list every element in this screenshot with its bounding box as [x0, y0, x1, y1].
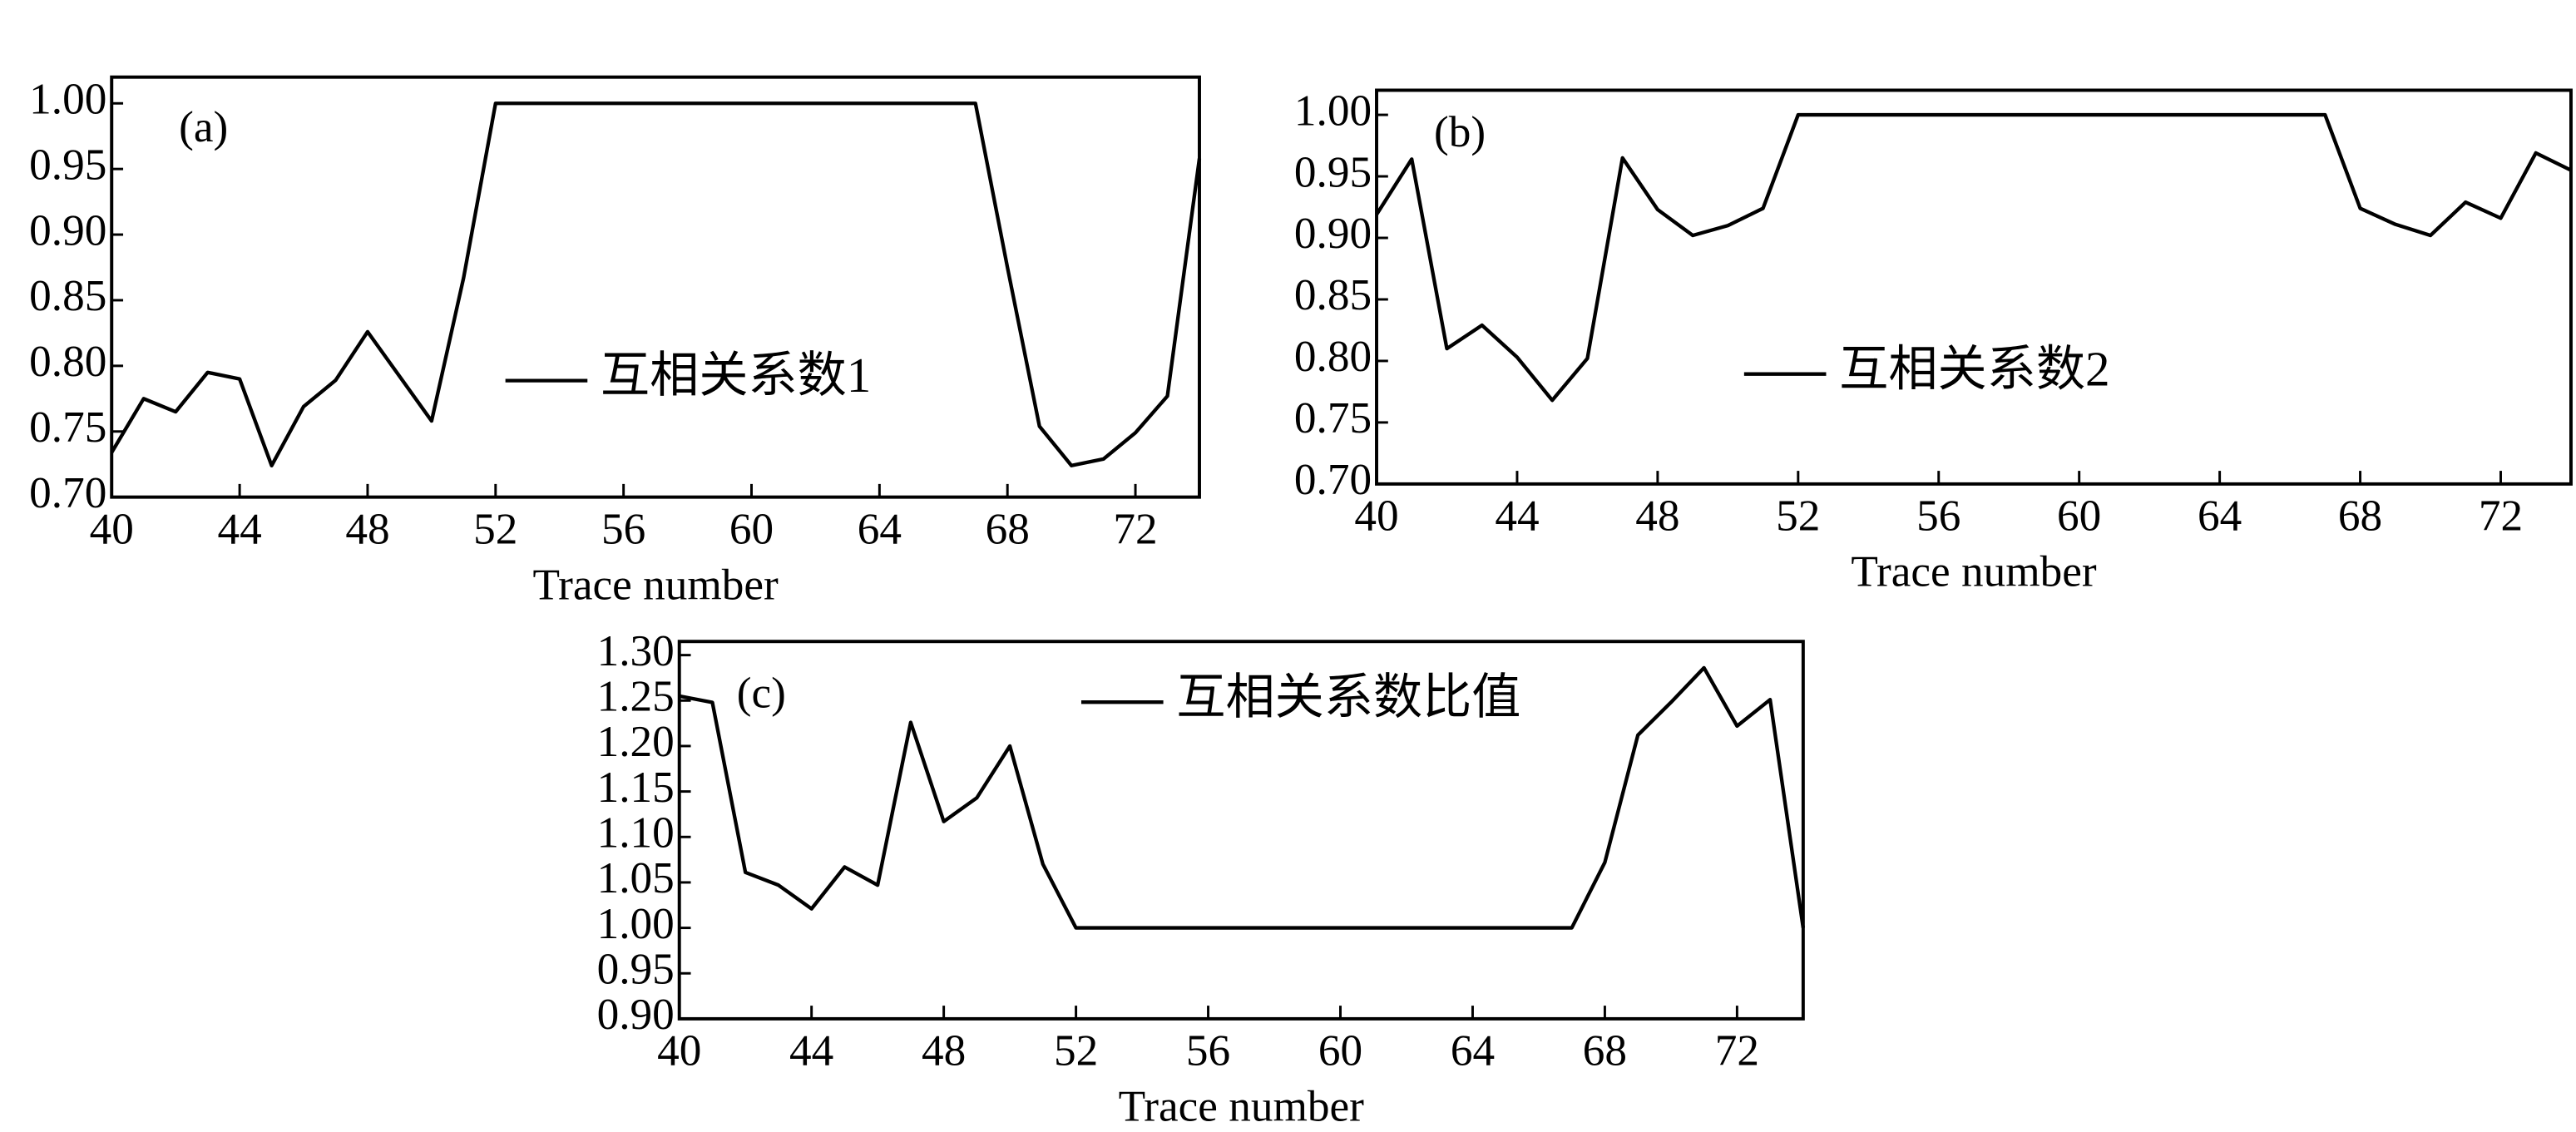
x-tick-label: 44: [1495, 491, 1539, 540]
x-tick-label: 60: [729, 504, 774, 553]
y-tick-label: 0.90: [597, 990, 675, 1039]
x-tick-label: 64: [1451, 1026, 1495, 1075]
data-line: [679, 665, 1806, 930]
x-tick-label: 44: [217, 504, 261, 553]
plot-frame: [677, 640, 1805, 1021]
y-tick-label: 0.80: [1294, 332, 1372, 381]
y-tick-label: 0.75: [1294, 393, 1372, 442]
x-tick-label: 40: [1354, 491, 1398, 540]
panel-label: (b): [1434, 107, 1486, 156]
y-tick-label: 0.85: [29, 271, 106, 320]
x-tick-label: 68: [2338, 491, 2382, 540]
plot-frame: [1375, 88, 2573, 486]
y-tick-label: 1.10: [597, 808, 675, 857]
x-axis-label: Trace number: [1851, 547, 2097, 596]
x-tick-label: 56: [1916, 491, 1960, 540]
y-tick-label: 0.95: [29, 140, 106, 189]
x-tick-label: 72: [1715, 1026, 1759, 1075]
panel-label: (c): [737, 669, 786, 718]
legend-label: 互相关系数1: [601, 348, 871, 403]
y-tick-label: 0.70: [29, 468, 106, 517]
y-tick-label: 0.90: [29, 205, 106, 255]
y-tick-label: 1.00: [29, 74, 106, 123]
x-tick-label: 64: [858, 504, 902, 553]
x-tick-label: 68: [1583, 1026, 1627, 1075]
data-line: [110, 101, 1202, 467]
y-tick-label: 1.00: [1294, 86, 1372, 135]
x-tick-label: 40: [657, 1026, 701, 1075]
y-tick-label: 0.75: [29, 403, 106, 452]
x-tick-label: 44: [789, 1026, 833, 1075]
y-tick-label: 0.70: [1294, 455, 1372, 504]
y-tick-label: 1.15: [597, 763, 675, 812]
legend-label: 互相关系数2: [1839, 341, 2109, 396]
x-tick-label: 52: [1776, 491, 1820, 540]
x-tick-label: 60: [2057, 491, 2101, 540]
y-tick-label: 1.20: [597, 717, 675, 766]
y-tick-label: 1.05: [597, 853, 675, 902]
x-tick-label: 72: [2479, 491, 2523, 540]
x-tick-label: 72: [1113, 504, 1157, 553]
x-tick-label: 48: [922, 1026, 966, 1075]
y-tick-label: 0.95: [597, 944, 675, 993]
x-tick-label: 56: [601, 504, 645, 553]
x-tick-label: 60: [1318, 1026, 1362, 1075]
y-tick-label: 1.00: [597, 899, 675, 948]
x-tick-label: 52: [1054, 1026, 1098, 1075]
x-tick-label: 48: [345, 504, 389, 553]
x-tick-label: 56: [1186, 1026, 1230, 1075]
y-tick-label: 0.85: [1294, 270, 1372, 319]
y-tick-label: 0.80: [29, 337, 106, 386]
y-tick-label: 1.30: [597, 626, 675, 675]
x-axis-label: Trace number: [532, 560, 779, 609]
plot-frame: [110, 75, 1201, 499]
x-tick-label: 64: [2198, 491, 2242, 540]
x-tick-label: 40: [90, 504, 134, 553]
y-tick-label: 0.90: [1294, 209, 1372, 258]
x-tick-label: 68: [986, 504, 1030, 553]
x-tick-label: 52: [473, 504, 517, 553]
panel-label: (a): [179, 102, 228, 151]
legend-label: 互相关系数比值: [1176, 670, 1520, 724]
y-tick-label: 1.25: [597, 672, 675, 721]
data-line: [1375, 112, 2572, 403]
x-axis-label: Trace number: [1119, 1082, 1365, 1131]
y-tick-label: 0.95: [1294, 147, 1372, 196]
x-tick-label: 48: [1635, 491, 1679, 540]
